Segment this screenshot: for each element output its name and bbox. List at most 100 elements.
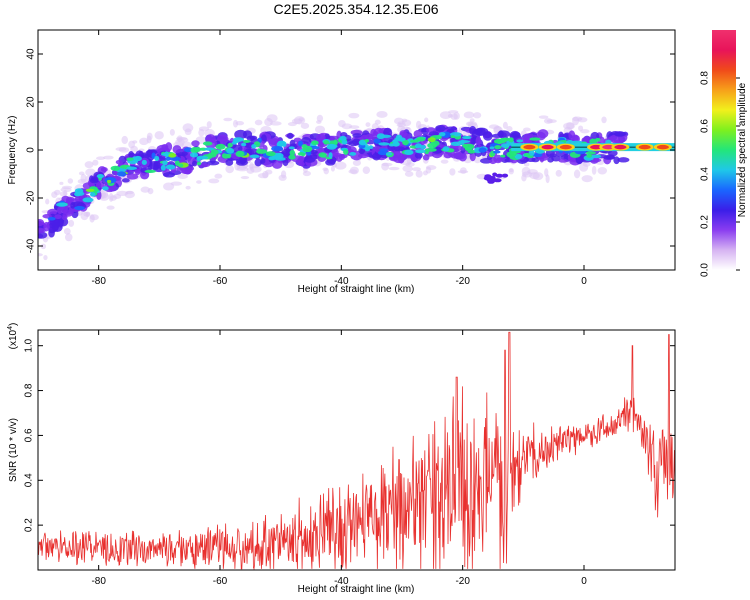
spectrogram-bright-blob xyxy=(241,142,247,147)
colorbar-label: Normalized spectral amplitude xyxy=(737,82,748,217)
spectrogram-bright-blob xyxy=(162,160,168,166)
spectrogram-y-tick-label: -40 xyxy=(26,238,37,253)
spectrogram-bright-blob xyxy=(210,149,219,156)
spectrogram-core-blob xyxy=(335,154,343,162)
spectrogram-bright-blob xyxy=(415,149,426,154)
spectrogram-halo-blob xyxy=(185,185,191,190)
spectrogram-core-blob xyxy=(234,129,247,140)
spectrogram-bright-blob xyxy=(288,146,295,150)
spectrogram-halo-blob xyxy=(543,118,553,124)
spectrogram-halo-blob xyxy=(473,156,482,164)
spectrogram-halo-blob xyxy=(154,131,164,140)
spectrogram-core-blob xyxy=(181,151,188,156)
spectrogram-halo-blob xyxy=(488,124,500,129)
spectrogram-core-blob xyxy=(614,131,626,137)
spectrogram-halo-blob xyxy=(163,182,175,191)
spectrogram-bright-blob xyxy=(189,152,199,158)
spectrogram-bright-blob xyxy=(311,140,319,146)
spectrogram-bright-blob xyxy=(388,143,395,147)
spectrogram-halo-blob xyxy=(208,178,220,184)
spectrogram-core-blob xyxy=(341,153,348,159)
spectrogram-bright-blob xyxy=(426,147,437,152)
spectrogram-core-blob xyxy=(509,133,519,138)
spectrogram-halo-blob xyxy=(341,123,353,130)
spectrogram-bright-blob xyxy=(529,137,541,141)
spectrogram-blobs xyxy=(38,30,675,270)
spectrogram-halo-blob xyxy=(177,173,188,180)
spectrogram-bright-blob xyxy=(164,151,169,158)
spectrogram-bright-blob xyxy=(297,152,305,156)
spectrogram-halo-blob xyxy=(198,126,210,132)
spectrogram-halo-blob xyxy=(240,175,250,180)
spectrogram-bright-blob xyxy=(256,148,261,154)
spectrogram-bright-blob xyxy=(590,154,602,159)
spectrogram-bright-blob xyxy=(489,146,495,150)
spectrogram-core-blob xyxy=(54,214,62,220)
spectrogram-core-blob xyxy=(206,160,220,166)
colorbar-tick-label: 0.8 xyxy=(700,71,711,85)
snr-y-tick-label: 1.0 xyxy=(24,338,35,352)
spectrogram-halo-blob xyxy=(45,198,50,205)
spectrogram-bright-blob xyxy=(509,150,517,157)
spectrogram-band-peak xyxy=(590,144,603,150)
spectrogram-halo-blob xyxy=(121,135,129,145)
spectrogram-halo-blob xyxy=(40,243,47,250)
spectrogram-halo-blob xyxy=(128,140,136,149)
snr-x-label: Height of straight line (km) xyxy=(298,584,415,595)
spectrogram-halo-blob xyxy=(80,211,89,221)
spectrogram-core-blob xyxy=(38,231,48,239)
spectrogram-halo-blob xyxy=(381,162,390,171)
spectrogram-core-blob xyxy=(57,218,64,228)
spectrogram-bright-blob xyxy=(494,145,502,150)
snr-panel: -80 -60 -40 -20 0 0.2 0.4 0.6 0.8 1.0 Height of … xyxy=(7,323,676,595)
spectrogram-panel: -80 -60 -40 -20 0 -40 -20 0 20 40 Height of stra… xyxy=(7,29,676,295)
spectrogram-core-blob xyxy=(38,218,45,227)
spectrogram-bright-blob xyxy=(414,143,422,149)
spectrogram-halo-blob xyxy=(415,120,422,130)
spectrogram-bright-blob xyxy=(215,143,226,150)
spectrogram-halo-blob xyxy=(280,170,287,179)
spectrogram-bright-blob xyxy=(116,171,127,177)
spectrogram-x-ticks: -80 -60 -40 -20 0 xyxy=(91,30,587,287)
spectrogram-core-blob xyxy=(393,146,406,152)
spectrogram-core-blob xyxy=(473,128,483,134)
spectrogram-bright-blob xyxy=(233,137,244,142)
spectrogram-band-peak xyxy=(656,144,669,150)
spectrogram-halo-blob xyxy=(95,156,106,161)
spectrogram-halo-blob xyxy=(573,169,581,179)
svg-text:(x104): (x104) xyxy=(7,323,19,350)
spectrogram-x-tick-label: -80 xyxy=(91,276,106,287)
spectrogram-halo-blob xyxy=(302,170,311,177)
snr-x-tick-label: -20 xyxy=(455,576,470,587)
spectrogram-bright-blob xyxy=(154,155,160,161)
spectrogram-core-blob xyxy=(161,143,169,150)
spectrogram-halo-blob xyxy=(362,166,371,175)
spectrogram-bright-blob xyxy=(373,138,381,144)
spectrogram-bright-blob xyxy=(226,147,235,154)
spectrogram-halo-blob xyxy=(63,228,71,235)
spectrogram-bright-blob xyxy=(74,191,82,197)
spectrogram-bright-blob xyxy=(493,150,501,154)
spectrogram-halo-blob xyxy=(89,214,95,223)
spectrogram-x-label: Height of straight line (km) xyxy=(298,284,415,295)
spectrogram-outlier-blob xyxy=(485,176,493,181)
spectrogram-halo-blob xyxy=(578,125,584,132)
colorbar: 0.0 0.2 0.4 0.6 0.8 Normalized spectral ampl… xyxy=(700,30,748,277)
spectrogram-halo-blob xyxy=(140,186,151,193)
spectrogram-bright-blob xyxy=(85,188,95,192)
spectrogram-bright-blob xyxy=(368,145,374,149)
spectrogram-bright-blob xyxy=(478,147,487,153)
spectrogram-halo-blob xyxy=(78,171,85,176)
spectrogram-y-ticks: -40 -20 0 20 40 xyxy=(26,48,675,253)
snr-y-tick-label: 0.6 xyxy=(24,428,35,442)
spectrogram-y-tick-label: 40 xyxy=(26,48,37,60)
spectrogram-bright-blob xyxy=(178,163,184,168)
spectrogram-bright-blob xyxy=(404,149,414,155)
spectrogram-core-blob xyxy=(435,125,446,132)
spectrogram-halo-blob xyxy=(581,175,593,183)
spectrogram-bright-blob xyxy=(194,146,201,153)
spectrogram-bright-blob xyxy=(464,146,473,152)
spectrogram-core-blob xyxy=(121,178,130,183)
spectrogram-outlier-blob xyxy=(495,173,504,178)
